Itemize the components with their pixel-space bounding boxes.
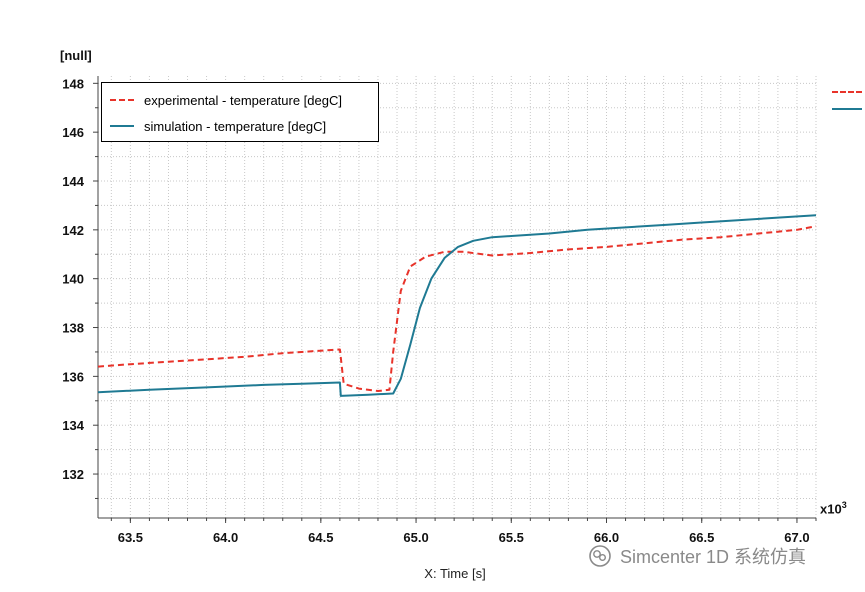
series-line-experimental	[97, 225, 817, 392]
side-legend-solid-swatch	[832, 108, 862, 110]
x-tick-label: 66.5	[689, 530, 714, 545]
x-tick-label: 66.0	[594, 530, 619, 545]
x-axis-title: X: Time [s]	[424, 566, 486, 581]
side-legend-dashed-swatch	[832, 91, 862, 93]
legend-swatch-dashed	[110, 99, 134, 101]
x-multiplier-base: x10	[820, 501, 842, 517]
x-tick-label: 63.5	[118, 530, 143, 545]
y-tick-label: 142	[62, 223, 84, 238]
wechat-icon	[589, 545, 611, 567]
series-lines	[97, 214, 817, 397]
legend-label-simulation: simulation - temperature [degC]	[144, 118, 327, 134]
axes: 132 134 136 138 140 142 144 146 148 63.5 64.0 64.5 6…	[62, 76, 817, 545]
x-tick-label: 65.0	[403, 530, 428, 545]
x-multiplier-exponent: 3	[841, 500, 847, 510]
y-tick-label: 136	[62, 369, 84, 384]
y-tick-label: 144	[62, 174, 84, 189]
watermark-text: Simcenter 1D 系统仿真	[620, 547, 807, 567]
y-tick-label: 138	[62, 321, 84, 336]
x-tick-label: 64.0	[213, 530, 238, 545]
legend-item-simulation: simulation - temperature [degC]	[102, 117, 326, 135]
watermark: Simcenter 1D 系统仿真	[588, 543, 806, 569]
y-tick-label: 134	[62, 418, 84, 433]
y-tick-label: 148	[62, 76, 84, 91]
legend-swatch-solid	[110, 125, 134, 127]
y-tick-label: 146	[62, 125, 84, 140]
legend-label-experimental: experimental - temperature [degC]	[144, 92, 342, 108]
x-tick-label: 65.5	[499, 530, 524, 545]
series-line-simulation	[97, 214, 817, 397]
y-tick-label: 140	[62, 272, 84, 287]
legend-item-experimental: experimental - temperature [degC]	[102, 91, 342, 109]
x-tick-label: 67.0	[784, 530, 809, 545]
x-tick-label: 64.5	[308, 530, 333, 545]
grid	[98, 76, 817, 518]
y-axis-unit-label: [null]	[60, 48, 92, 63]
x-axis-multiplier: x103	[820, 500, 847, 516]
y-tick-label: 132	[62, 467, 84, 482]
legend: experimental - temperature [degC] simula…	[101, 82, 379, 142]
